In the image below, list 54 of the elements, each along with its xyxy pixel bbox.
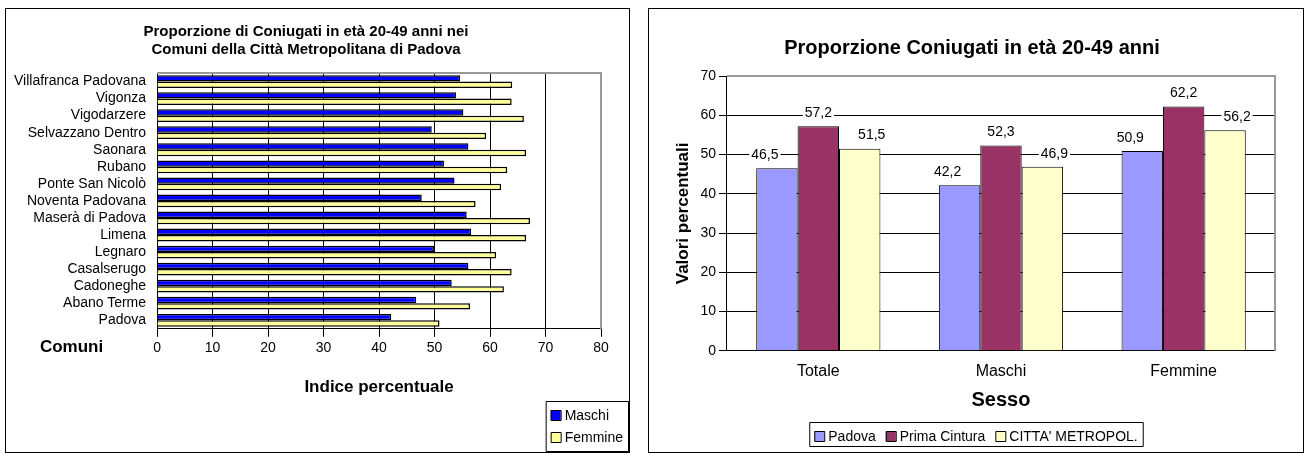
chart-title: Proporzione Coniugati in età 20-49 anni xyxy=(784,35,1160,58)
x-tick-label: 40 xyxy=(371,339,388,356)
y-axis-title: Valori percentuali xyxy=(672,142,692,285)
y-tick-label: 20 xyxy=(700,263,717,280)
y-tick-label: Vigodarzere xyxy=(70,106,147,123)
y-tick-label: Cadoneghe xyxy=(73,277,147,294)
legend-label: Prima Cintura xyxy=(899,427,986,444)
y-axis-title: Comuni xyxy=(39,336,104,356)
y-tick-label: 70 xyxy=(700,66,717,83)
x-tick-label: 30 xyxy=(315,339,332,356)
data-label: 46,9 xyxy=(1040,144,1069,161)
data-label: 52,3 xyxy=(987,123,1015,140)
y-tick-label: Villafranca Padovana xyxy=(13,72,147,89)
legend-label: Femmine xyxy=(564,428,624,445)
x-tick-label: 50 xyxy=(426,339,443,356)
y-tick-label: Maserà di Padova xyxy=(33,208,147,225)
x-tick-label: Femmine xyxy=(1150,361,1218,379)
data-label: 56,2 xyxy=(1223,108,1251,125)
y-tick-label: 50 xyxy=(700,145,717,162)
y-tick-label: Abano Terme xyxy=(63,294,147,311)
y-tick-label: 40 xyxy=(700,184,717,201)
data-label: 51,5 xyxy=(858,126,886,143)
legend-label: Maschi xyxy=(564,406,610,423)
x-tick-label: 0 xyxy=(153,339,162,356)
x-tick-label: 70 xyxy=(537,339,554,356)
legend-label: CITTA' METROPOL. xyxy=(1009,427,1138,444)
y-tick-label: 60 xyxy=(700,106,717,123)
x-tick-label: 20 xyxy=(260,339,277,356)
y-tick-label: Legnaro xyxy=(94,242,147,259)
x-tick-label: Maschi xyxy=(975,361,1027,379)
y-tick-label: Noventa Padovana xyxy=(26,191,147,208)
y-tick-label: Selvazzano Dentro xyxy=(27,123,147,140)
y-tick-label: 30 xyxy=(700,223,717,240)
data-label: 46,5 xyxy=(751,146,779,163)
x-axis-title: Sesso xyxy=(971,387,1031,410)
chart-title: Proporzione di Coniugati in età 20-49 anni nei Comuni della Città Metropolitana di Padova xyxy=(143,22,469,58)
data-label: 57,2 xyxy=(804,104,833,121)
y-tick-label: 10 xyxy=(700,302,717,319)
data-label: 62,2 xyxy=(1170,84,1198,101)
data-label: 42,2 xyxy=(933,162,962,179)
y-tick-label: Rubano xyxy=(97,157,147,174)
y-tick-label: Casalserugo xyxy=(67,259,147,276)
legend-label: Padova xyxy=(828,427,876,444)
y-tick-label: Ponte San Nicolò xyxy=(37,174,147,191)
x-tick-label: 60 xyxy=(482,339,499,356)
x-tick-label: 10 xyxy=(204,339,221,356)
x-axis-title: Indice percentuale xyxy=(304,377,454,397)
y-tick-label: Vigonza xyxy=(95,89,147,106)
x-tick-label: 80 xyxy=(593,339,609,356)
y-tick-label: Limena xyxy=(100,225,147,242)
y-tick-label: Padova xyxy=(98,311,147,328)
y-tick-label: Saonara xyxy=(93,140,147,157)
x-tick-label: Totale xyxy=(796,361,840,379)
data-label: 50,9 xyxy=(1116,128,1145,145)
